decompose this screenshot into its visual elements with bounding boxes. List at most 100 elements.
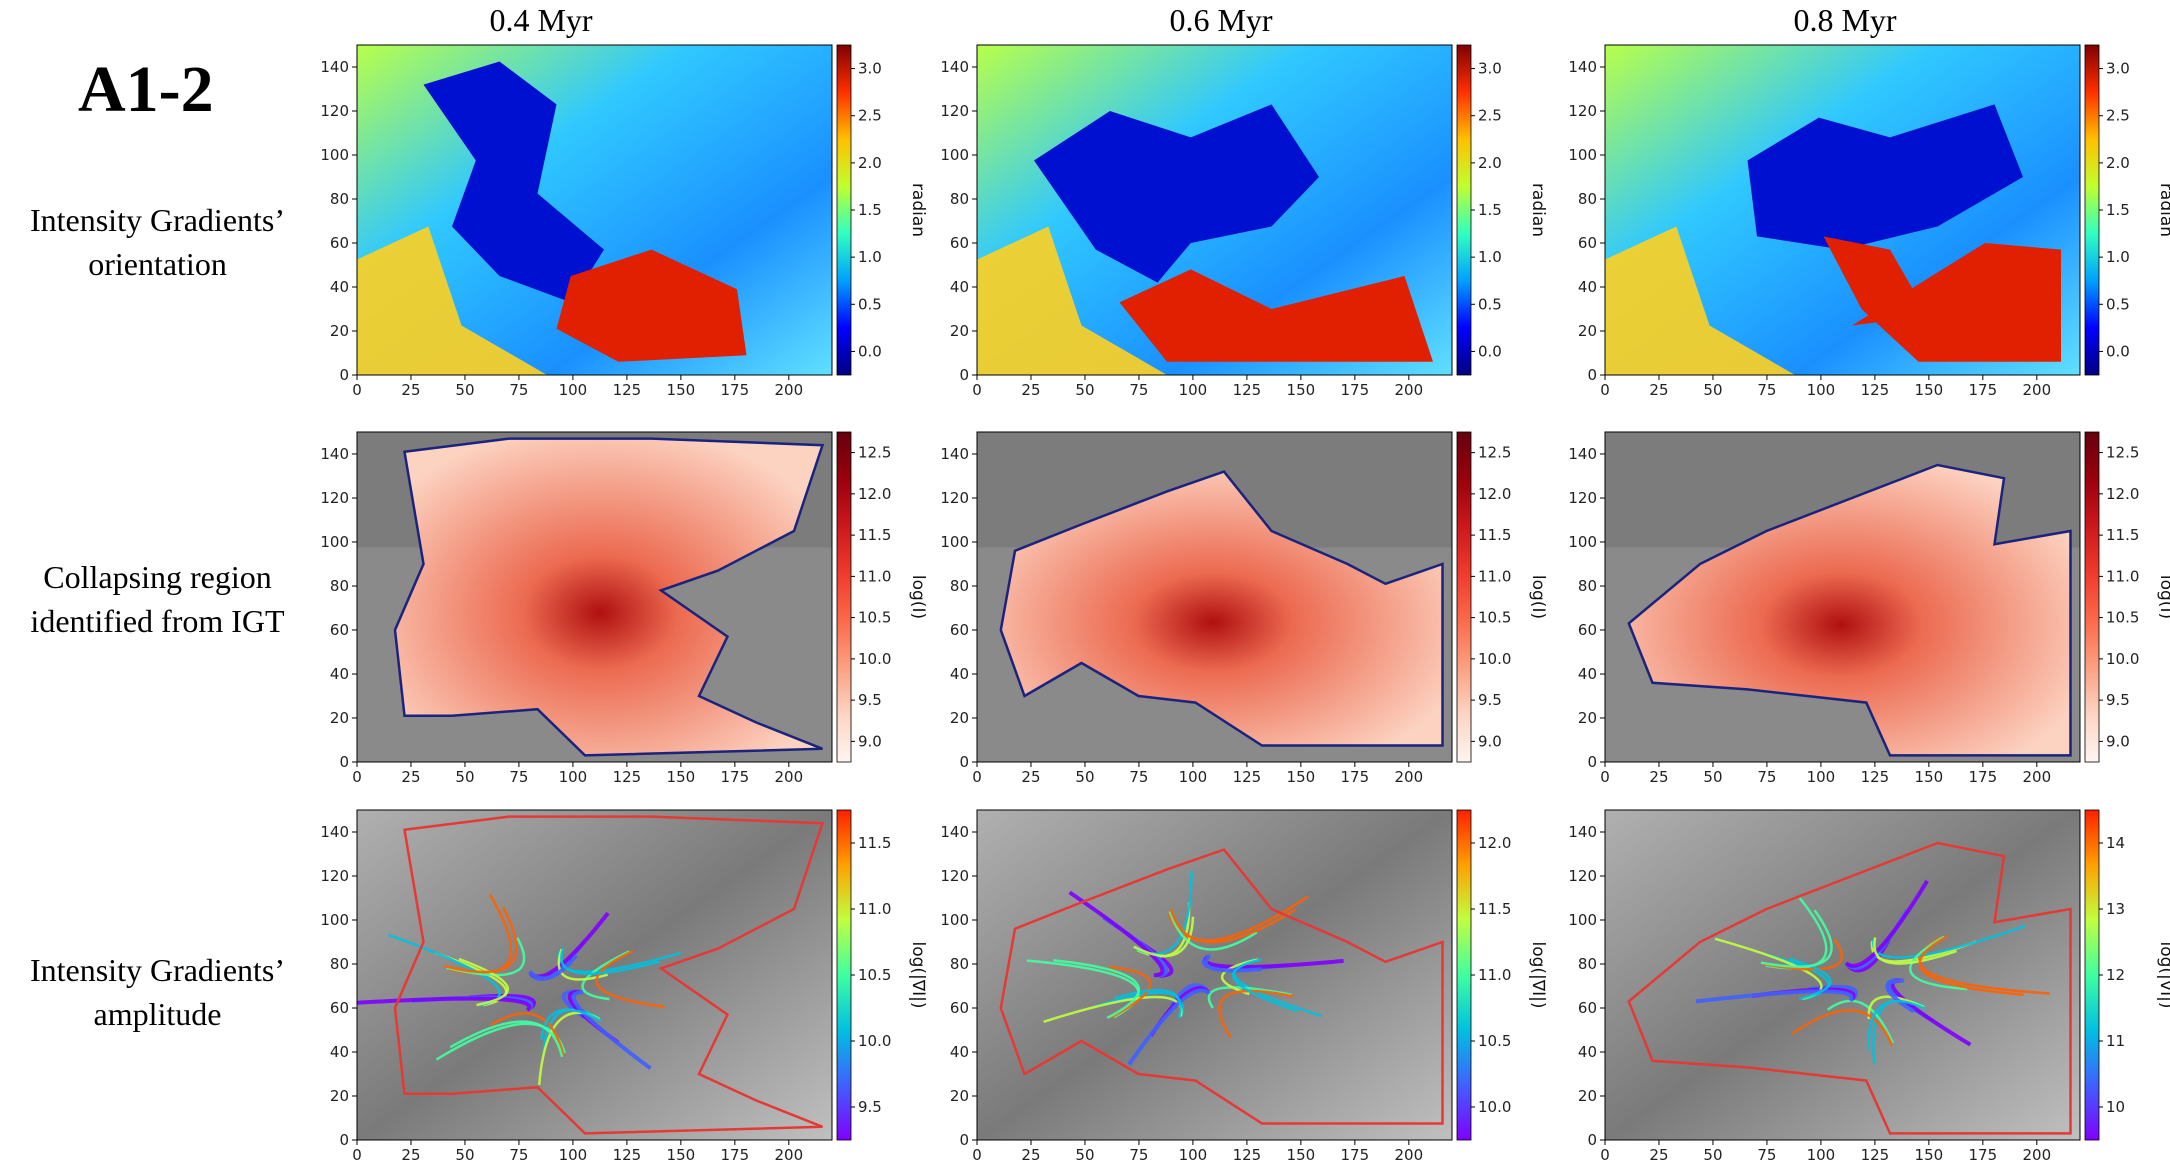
x-tick-label: 125 (1233, 1146, 1262, 1164)
y-tick-label: 60 (950, 234, 969, 252)
x-tick-label: 75 (509, 768, 528, 786)
x-tick-label: 0 (972, 768, 982, 786)
y-tick-label: 40 (950, 665, 969, 683)
colorbar-label: radian (2156, 183, 2170, 237)
y-tick-label: 20 (330, 709, 349, 727)
y-tick-label: 140 (320, 445, 349, 463)
colorbar-tick-label: 11.5 (858, 526, 891, 544)
colorbar-tick-label: 11.0 (1478, 567, 1511, 585)
panel-r1-c3: 0 25 50 75 100 125 150 175 200 0 20 40 60 80 100 120 140… (1568, 44, 2170, 411)
x-tick-label: 75 (509, 381, 528, 399)
time-label-col3: 0.8 Myr (1793, 2, 1897, 38)
x-tick-label: 50 (1075, 381, 1094, 399)
colorbar-tick-label: 11.0 (858, 567, 891, 585)
gradient-filament (1093, 991, 1185, 1016)
gradient-filament (1218, 989, 1294, 1039)
colorbar-tick-label: 0.5 (1478, 295, 1502, 313)
blue-region (423, 61, 604, 303)
y-tick-label: 140 (940, 58, 969, 76)
y-tick-label: 20 (950, 709, 969, 727)
red-region (1119, 269, 1433, 362)
x-tick-label: 0 (972, 1146, 982, 1164)
y-tick-label: 80 (330, 577, 349, 595)
x-tick-label: 0 (352, 1146, 362, 1164)
gradient-filament (560, 947, 660, 975)
panel-svg: 0 25 50 75 100 125 150 175 200 0 20 40 60 80 100 120 140… (940, 44, 1548, 399)
x-tick-label: 75 (1757, 381, 1776, 399)
x-tick-label: 125 (1861, 768, 1890, 786)
x-tick-label: 100 (1807, 381, 1836, 399)
panel-svg: 0 25 50 75 100 125 150 175 200 0 20 40 60 80 100 120 140… (1568, 431, 2170, 786)
y-tick-label: 0 (1587, 1131, 1597, 1149)
y-tick-label: 100 (940, 911, 969, 929)
x-tick-label: 100 (559, 1146, 588, 1164)
gradient-filament (1873, 937, 1957, 965)
colorbar-tick-label: 9.5 (858, 691, 882, 709)
colorbar-tick-label: 0.0 (1478, 342, 1502, 360)
colorbar-tick-label: 12.0 (1478, 485, 1511, 503)
colorbar-tick-label: 9.0 (2106, 732, 2130, 750)
x-tick-label: 200 (1394, 381, 1423, 399)
colorbar-tick-label: 1.0 (2106, 248, 2130, 266)
x-tick-label: 0 (1600, 1146, 1610, 1164)
x-tick-label: 200 (774, 1146, 803, 1164)
y-tick-label: 60 (1578, 999, 1597, 1017)
gradient-filament (595, 949, 665, 1009)
y-tick-label: 0 (959, 753, 969, 771)
colorbar-label: log(|∇I|) (1528, 941, 1548, 1008)
x-tick-label: 200 (774, 768, 803, 786)
y-tick-label: 60 (950, 999, 969, 1017)
x-tick-label: 150 (1915, 1146, 1944, 1164)
x-tick-label: 200 (2022, 1146, 2051, 1164)
gradient-filament (1760, 909, 1833, 968)
colorbar (1456, 44, 1472, 376)
y-tick-label: 120 (940, 867, 969, 885)
colorbar-tick-label: 11.5 (1478, 526, 1511, 544)
time-label-col1: 0.4 Myr (489, 2, 593, 38)
x-tick-label: 50 (455, 1146, 474, 1164)
colorbar-tick-label: 12 (2106, 966, 2125, 984)
x-tick-label: 175 (1969, 1146, 1998, 1164)
colorbar-tick-label: 2.5 (858, 107, 882, 125)
gradient-filament (1169, 908, 1297, 944)
colorbar-tick-label: 2.5 (2106, 107, 2130, 125)
plot-area: 0 25 50 75 100 125 150 175 200 0 20 40 60 80 100 120 140… (320, 44, 928, 399)
x-tick-label: 0 (1600, 768, 1610, 786)
y-tick-label: 120 (1568, 489, 1597, 507)
colorbar-tick-label: 11.5 (1478, 900, 1511, 918)
colorbar-tick-label: 10.5 (1478, 609, 1511, 627)
panel-r1-c2: 0 25 50 75 100 125 150 175 200 0 20 40 60 80 100 120 140… (940, 44, 1572, 411)
y-tick-label: 40 (950, 278, 969, 296)
x-tick-label: 100 (1179, 1146, 1208, 1164)
y-tick-label: 20 (330, 1087, 349, 1105)
panel-r2-c3: 0 25 50 75 100 125 150 175 200 0 20 40 60 80 100 120 140… (1568, 431, 2170, 798)
x-tick-label: 0 (352, 768, 362, 786)
x-tick-label: 25 (401, 768, 420, 786)
blue-region (1034, 104, 1319, 283)
x-tick-label: 150 (667, 381, 696, 399)
background-field (977, 810, 1452, 1140)
y-tick-label: 0 (1587, 753, 1597, 771)
x-tick-label: 100 (559, 768, 588, 786)
colorbar-label: radian (1528, 183, 1548, 237)
x-tick-label: 175 (721, 1146, 750, 1164)
gradient-filament (540, 1008, 602, 1040)
colorbar-label: log(|∇I|) (2156, 941, 2170, 1008)
plot-frame (1604, 44, 2081, 376)
x-tick-label: 150 (1915, 381, 1944, 399)
y-tick-label: 60 (950, 621, 969, 639)
x-tick-label: 150 (1287, 1146, 1316, 1164)
y-tick-label: 0 (339, 1131, 349, 1149)
x-tick-label: 200 (2022, 768, 2051, 786)
colorbar-tick-label: 2.0 (2106, 154, 2130, 172)
x-tick-label: 25 (401, 381, 420, 399)
y-tick-label: 120 (320, 489, 349, 507)
x-tick-label: 25 (1021, 1146, 1040, 1164)
colorbar-tick-label: 1.5 (1478, 201, 1502, 219)
panel-r2-c1: 0 25 50 75 100 125 150 175 200 0 20 40 60 80 100 120 140… (320, 431, 952, 798)
row-label-collapsing: Collapsing region identified from IGT (30, 559, 285, 639)
y-tick-label: 80 (1578, 577, 1597, 595)
time-label-col2: 0.6 Myr (1169, 2, 1273, 38)
y-tick-label: 80 (330, 955, 349, 973)
panel-r2-c2: 0 25 50 75 100 125 150 175 200 0 20 40 60 80 100 120 140… (940, 431, 1572, 798)
